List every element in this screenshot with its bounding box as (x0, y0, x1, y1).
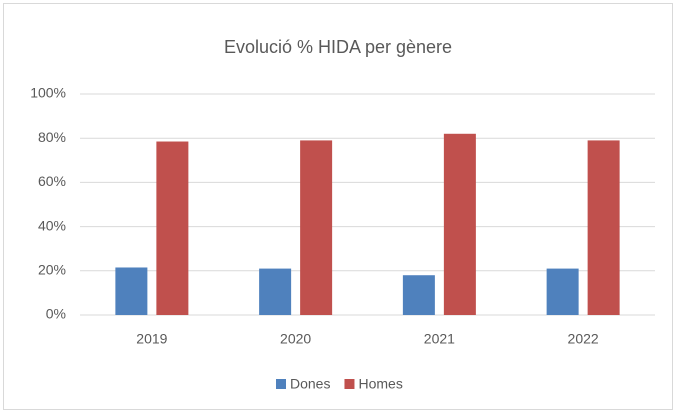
x-tick-label: 2021 (424, 331, 455, 347)
x-tick-label: 2019 (136, 331, 167, 347)
chart-border (3, 3, 673, 410)
bar (546, 268, 579, 315)
bar (402, 275, 435, 315)
legend-swatch (276, 379, 286, 389)
y-tick-label: 60% (38, 173, 66, 189)
chart-title: Evolució % HIDA per gènere (224, 37, 452, 57)
y-tick-label: 100% (30, 85, 66, 101)
bar (587, 140, 620, 315)
legend-label: Dones (290, 376, 330, 392)
x-tick-label: 2020 (280, 331, 311, 347)
legend-swatch (344, 379, 355, 389)
legend-label: Homes (358, 376, 402, 392)
bar (115, 267, 148, 315)
bar (156, 141, 189, 315)
y-tick-label: 80% (38, 129, 66, 145)
y-tick-label: 0% (46, 306, 66, 322)
y-tick-label: 40% (38, 217, 66, 233)
x-tick-label: 2022 (568, 331, 599, 347)
bar (300, 140, 333, 315)
bar (443, 133, 476, 315)
y-tick-label: 20% (38, 262, 66, 278)
bar (259, 268, 292, 315)
